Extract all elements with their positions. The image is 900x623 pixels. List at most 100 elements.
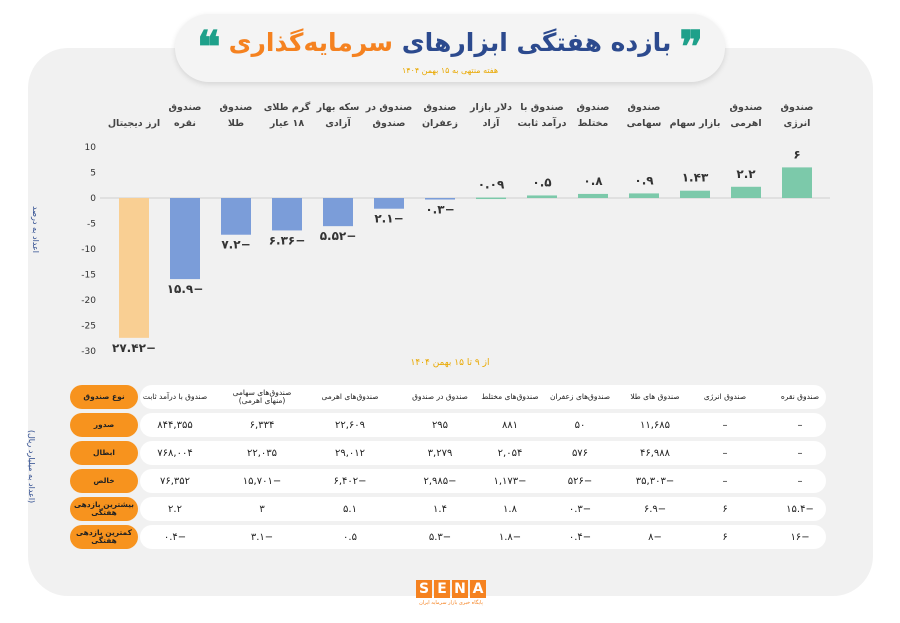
logo-letter: S: [416, 580, 432, 598]
category-label: ۱۸ عیار: [269, 118, 305, 129]
column-header: صندوق با درآمد ثابت: [142, 391, 208, 401]
table-cell: ۸۸۱: [501, 419, 519, 431]
table-cell: ۷۶۸,۰۰۴: [157, 447, 193, 459]
table-row: [140, 497, 826, 521]
bar: [374, 198, 404, 209]
table-cell: ۲۲,۰۳۵: [246, 447, 278, 459]
table-cell: –: [722, 419, 728, 431]
table-row: [140, 525, 826, 549]
category-label: صندوق در: [365, 102, 413, 113]
column-header: صندوق در صندوق: [412, 391, 468, 401]
table-cell: ۵.۱: [343, 503, 357, 515]
bar: [425, 198, 455, 200]
table-cell: −۸: [648, 531, 662, 543]
table-cell: ۵۰: [574, 419, 586, 431]
data-label: −۵.۵۲: [320, 229, 357, 243]
category-label: صندوق: [628, 102, 661, 113]
category-label: سهامی: [627, 118, 662, 129]
table-cell: ۶: [722, 503, 728, 515]
table-cell: ۲.۲: [168, 503, 182, 515]
bar: [629, 193, 659, 198]
category-label: ارز دیجیتال: [108, 118, 160, 129]
row-header: نوع صندوق: [70, 385, 138, 409]
table-cell: −۱۵.۴: [786, 503, 814, 515]
table-row: [140, 469, 826, 493]
table-cell: ۲۹,۰۱۲: [334, 447, 366, 459]
table-cell: ۵۷۶: [571, 447, 589, 459]
data-label: ۰.۰۹: [478, 178, 505, 192]
category-label: صندوق: [169, 102, 202, 113]
table-cell: −۶,۴۰۲: [333, 475, 367, 487]
column-header: صندوق‌های اهرمی: [321, 391, 379, 401]
category-label: مختلط: [578, 118, 609, 129]
category-label: نقره: [174, 118, 196, 129]
quote-open-icon: ❞: [679, 22, 703, 73]
table-cell: −۰.۴: [163, 531, 187, 543]
table-cell: −۳۵,۳۰۳: [635, 475, 675, 487]
table-cell: ۰.۵: [343, 531, 357, 543]
category-label: بازار سهام: [670, 118, 721, 129]
category-label: سکه بهار: [316, 102, 360, 113]
column-header: صندوق های طلا: [630, 391, 680, 401]
table-cell: −۰.۳: [568, 503, 592, 515]
quote-close-icon: ❝: [197, 22, 221, 73]
data-label: ۰.۸: [583, 174, 603, 188]
table-cell: –: [722, 475, 728, 487]
logo-letter: A: [470, 580, 486, 598]
bar: [119, 198, 149, 338]
category-label: اهرمی: [730, 118, 761, 129]
table-cell: −۶.۹: [643, 503, 667, 515]
data-label: ۰.۵: [532, 175, 551, 189]
category-label: صندوق: [373, 118, 406, 129]
bar: [782, 167, 812, 198]
title-banner: ❞ ❝ بازده هفتگی ابزارهای سرمایه‌گذاری هف…: [175, 14, 725, 82]
table-cell: ۲,۰۵۴: [497, 447, 523, 459]
y-tick-label: -10: [81, 245, 96, 255]
table-cell: –: [722, 447, 728, 459]
table-cell: ۳: [259, 503, 265, 515]
bar: [476, 197, 506, 200]
category-label: صندوق: [577, 102, 610, 113]
table-cell: –: [797, 447, 803, 459]
bar: [323, 198, 353, 227]
data-label: ۰.۹: [634, 173, 654, 187]
data-label: −۲۷.۴۲: [112, 341, 156, 355]
column-header: صندوق انرژی: [703, 391, 747, 401]
category-label: صندوق با: [520, 102, 563, 113]
bar: [272, 198, 302, 231]
y-tick-label: -15: [81, 271, 96, 281]
logo-letter: N: [452, 580, 468, 598]
category-label: صندوق: [730, 102, 763, 113]
data-label: ۶: [793, 147, 800, 161]
table-cell: ۱.۸: [503, 503, 517, 515]
table-cell: −۳.۱: [250, 531, 274, 543]
category-label: طلا: [228, 118, 244, 129]
category-label: صندوق: [781, 102, 814, 113]
table-cell: −۱۵,۷۰۱: [242, 475, 282, 487]
category-label: زعفران: [422, 118, 458, 129]
subtitle: هفته منتهی به ۱۵ بهمن ۱۴۰۴: [401, 66, 499, 75]
category-label: گرم طلای: [264, 101, 311, 113]
table-cell: ۸۴۴,۳۵۵: [157, 419, 193, 431]
table-cell: −۱۶: [790, 531, 810, 543]
bar: [578, 193, 608, 198]
y-tick-label: -25: [81, 322, 96, 332]
y-tick-label: 10: [85, 143, 97, 153]
row-header: بیشترین بازدهی هفتگی: [70, 497, 138, 521]
logo-tagline: پایگاه خبری بازار سرمایه ایران: [419, 600, 483, 606]
table-row: [140, 385, 826, 409]
table-cell: ۶,۳۳۴: [249, 419, 275, 431]
data-label: −۷.۲: [221, 238, 250, 252]
row-header: ابطال: [70, 441, 138, 465]
category-label: آزاد: [483, 116, 501, 129]
row-header: خالص: [70, 469, 138, 493]
table-cell: –: [797, 419, 803, 431]
y-tick-label: -30: [81, 347, 96, 357]
y-tick-label: -5: [87, 220, 96, 230]
data-label: −۲.۱: [374, 212, 403, 226]
table-cell: −۰.۴: [568, 531, 592, 543]
data-label: −۰.۳: [425, 203, 454, 217]
table-row: [140, 413, 826, 437]
